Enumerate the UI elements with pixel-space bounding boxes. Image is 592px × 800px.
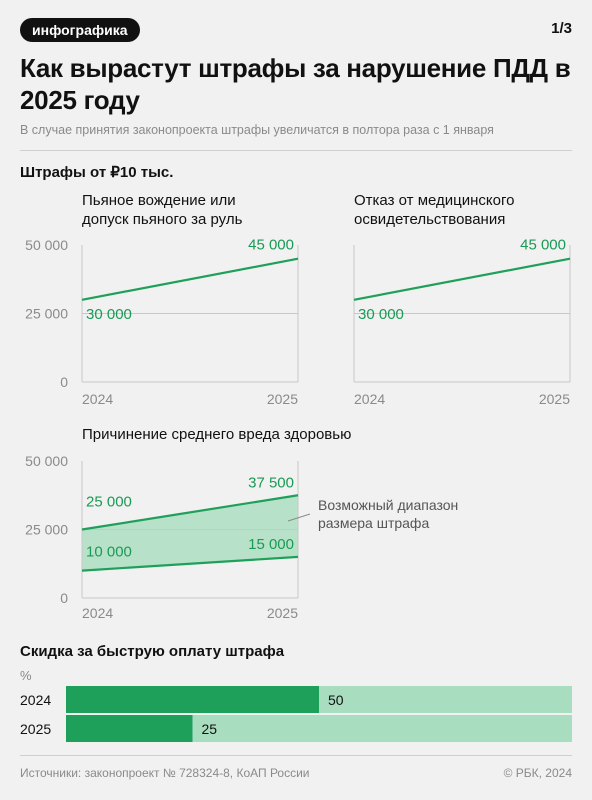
chart3-y-tick: 25 000 xyxy=(25,522,68,538)
page-subtitle: В случае принятия законопроекта штрафы у… xyxy=(20,123,494,137)
chart2-x-tick: 2024 xyxy=(354,391,385,407)
chart3-upper-line xyxy=(81,494,299,531)
chart3-data-label: 15 000 xyxy=(248,536,294,553)
chart2-title: Отказ от медицинского освидетельствовани… xyxy=(354,192,515,228)
chart4-category-label: 2025 xyxy=(20,721,51,737)
chart3-title: Причинение среднего вреда здоровью xyxy=(82,426,352,443)
chart3-annotation-leader xyxy=(287,513,311,522)
chart4-unit-label: % xyxy=(20,668,32,683)
chart1-title: Пьяное вождение или допуск пьяного за ру… xyxy=(82,192,243,228)
chart3-y-tick: 50 000 xyxy=(25,453,68,469)
chart1-x-tick: 2024 xyxy=(82,391,113,407)
chart4-bar xyxy=(66,686,319,713)
chart1-y-tick: 0 xyxy=(60,374,68,390)
chart3-x-tick: 2024 xyxy=(82,605,113,621)
page-title: Как вырастут штрафы за нарушение ПДД в 2… xyxy=(20,53,571,115)
chart2-data-label: 45 000 xyxy=(520,237,566,254)
chart1-data-label: 45 000 xyxy=(248,237,294,254)
chart3-x-tick: 2025 xyxy=(267,605,298,621)
chart4-bar xyxy=(66,715,193,742)
chart1-x-tick: 2025 xyxy=(267,391,298,407)
chart3-annotation: Возможный диапазон xyxy=(318,497,458,513)
source-note: Источники: законопроект № 728324-8, КоАП… xyxy=(20,766,310,780)
chart1-series-line xyxy=(81,257,299,301)
chart4-value-label: 50 xyxy=(328,692,344,708)
divider-bottom xyxy=(20,755,572,756)
chart3-data-label: 10 000 xyxy=(86,544,132,561)
section-title-fines: Штрафы от ₽10 тыс. xyxy=(20,164,174,181)
chart1-y-tick: 50 000 xyxy=(25,237,68,253)
chart2-data-label: 30 000 xyxy=(358,306,404,323)
chart1-y-tick: 25 000 xyxy=(25,306,68,322)
chart3-data-label: 37 500 xyxy=(248,474,294,491)
chart3-annotation: размера штрафа xyxy=(318,515,429,531)
chart4-category-label: 2024 xyxy=(20,692,51,708)
chart4-value-label: 25 xyxy=(202,721,218,737)
infographic-tag: инфографика xyxy=(20,18,140,42)
chart3-data-label: 25 000 xyxy=(86,494,132,511)
chart3-range-area xyxy=(82,495,298,571)
chart2-series-line xyxy=(353,257,571,301)
copyright: © РБК, 2024 xyxy=(503,766,572,780)
chart3-lower-line xyxy=(81,555,299,572)
divider-top xyxy=(20,150,572,151)
chart1-data-label: 30 000 xyxy=(86,306,132,323)
chart3-y-tick: 0 xyxy=(60,590,68,606)
chart2-x-tick: 2025 xyxy=(539,391,570,407)
section-title-discount: Скидка за быструю оплату штрафа xyxy=(20,643,285,660)
page-number: 1/3 xyxy=(551,20,572,37)
